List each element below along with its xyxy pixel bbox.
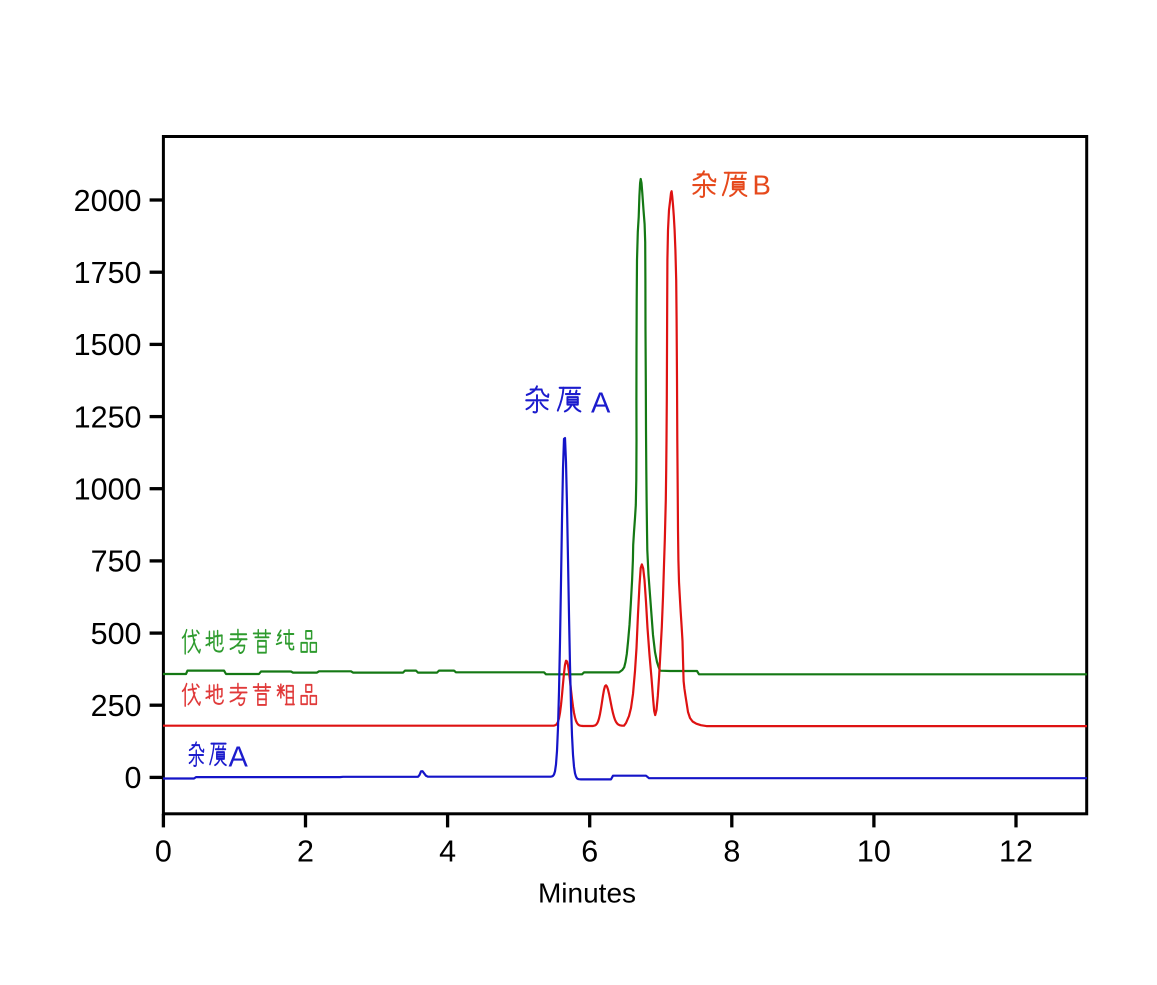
- svg-text:1750: 1750: [74, 256, 142, 290]
- svg-text:250: 250: [91, 689, 142, 723]
- svg-text:12: 12: [999, 835, 1033, 869]
- svg-text:8: 8: [723, 835, 740, 869]
- svg-text:1000: 1000: [74, 473, 142, 507]
- svg-text:2000: 2000: [74, 184, 142, 218]
- svg-text:1500: 1500: [74, 328, 142, 362]
- svg-text:10: 10: [857, 835, 891, 869]
- svg-text:500: 500: [91, 617, 142, 651]
- svg-text:1250: 1250: [74, 400, 142, 434]
- svg-text:6: 6: [581, 835, 598, 869]
- svg-text:0: 0: [125, 761, 142, 795]
- svg-text:A: A: [229, 741, 249, 773]
- svg-text:B: B: [753, 170, 771, 201]
- svg-text:A: A: [591, 388, 611, 420]
- svg-text:0: 0: [155, 835, 172, 869]
- svg-text:2: 2: [297, 835, 314, 869]
- svg-text:Minutes: Minutes: [538, 878, 636, 909]
- svg-text:4: 4: [439, 835, 456, 869]
- svg-text:750: 750: [91, 545, 142, 579]
